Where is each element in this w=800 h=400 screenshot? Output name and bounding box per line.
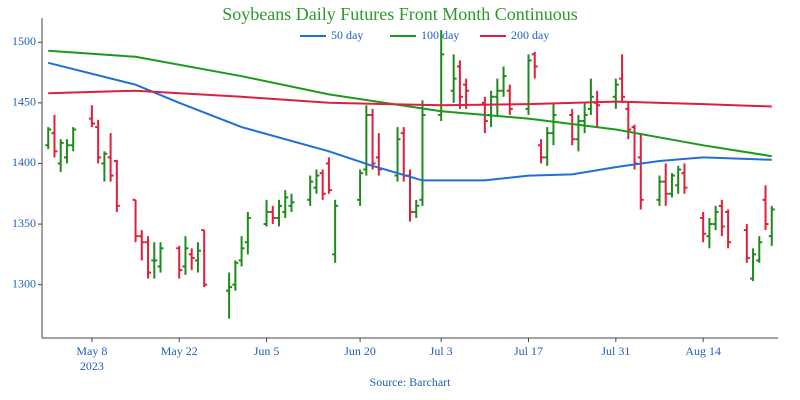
x-tick-label: Jul 31 — [601, 344, 630, 358]
y-tick-label: 1500 — [12, 34, 36, 48]
x-tick-label: Jul 17 — [514, 344, 543, 358]
y-tick-label: 1300 — [12, 276, 36, 290]
x-tick-label: May 8 2023 — [76, 344, 107, 373]
legend-label: 50 day — [331, 28, 363, 42]
source: Source: Barchart — [370, 375, 452, 389]
legend-label: 100 day — [421, 28, 459, 42]
moving-average-line — [48, 49, 772, 158]
y-tick-label: 1350 — [12, 216, 36, 230]
x-tick-label: Jul 3 — [430, 344, 453, 358]
moving-average-line — [47, 61, 772, 182]
x-tick-label: Aug 14 — [685, 344, 721, 358]
x-tick-label: Jun 5 — [254, 344, 280, 358]
moving-average-line — [48, 89, 772, 108]
chart-title: Soybeans Daily Futures Front Month Conti… — [222, 4, 578, 24]
legend-label: 200 day — [511, 28, 549, 42]
y-tick-label: 1400 — [12, 155, 36, 169]
y-tick-label: 1450 — [12, 95, 36, 109]
x-tick-label: May 22 — [161, 344, 198, 358]
x-tick-label: Jun 20 — [344, 344, 376, 358]
